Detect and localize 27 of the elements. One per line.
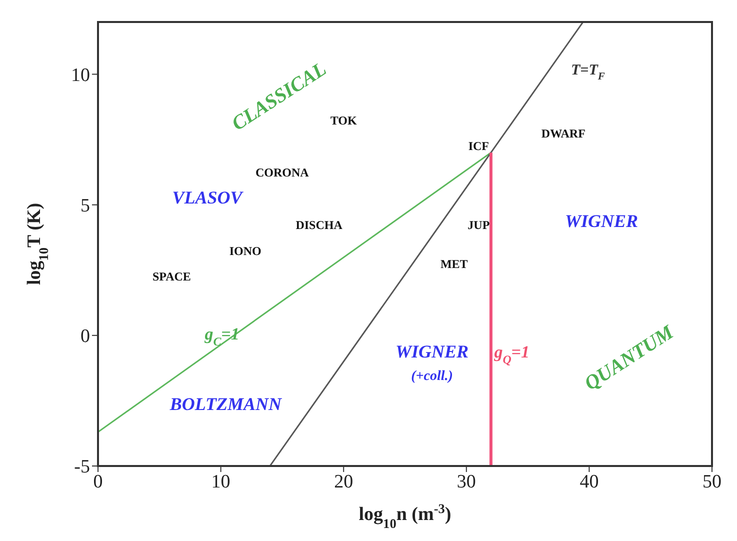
x-axis-title: log$_{10}$n (m$^{-3}$) bbox=[358, 500, 452, 530]
annotation: SPACE bbox=[152, 269, 191, 284]
annotation: CORONA bbox=[256, 165, 310, 180]
annotation: IONO bbox=[229, 244, 262, 258]
annotation: g$_{C}$=1 bbox=[204, 324, 240, 348]
annotation: JUP bbox=[468, 218, 490, 232]
annotation: DISCHA bbox=[296, 218, 343, 232]
annotation: BOLTZMANN bbox=[168, 394, 283, 414]
y-tick-label: 5 bbox=[80, 196, 90, 217]
annotation: g$_{Q}$=1 bbox=[493, 342, 530, 366]
y-tick-label: 0 bbox=[80, 326, 90, 348]
x-tick-label: 40 bbox=[580, 471, 599, 492]
annotation: WIGNER bbox=[396, 342, 469, 362]
x-tick-label: 30 bbox=[456, 471, 476, 492]
annotation: (+coll.) bbox=[411, 369, 453, 384]
annotation: ICF bbox=[468, 138, 490, 153]
annotation: WIGNER bbox=[564, 211, 638, 232]
x-tick-label: 50 bbox=[702, 471, 722, 492]
x-tick-label: 20 bbox=[334, 471, 354, 492]
annotation: TOK bbox=[330, 113, 358, 128]
annotation: T=T$_{F}$ bbox=[571, 63, 605, 83]
y-tick-label: -5 bbox=[74, 456, 90, 478]
annotation: MET bbox=[440, 256, 468, 271]
annotation: DWARF bbox=[541, 126, 586, 140]
x-tick-label: 10 bbox=[211, 471, 230, 492]
annotation: VLASOV bbox=[172, 188, 244, 208]
y-tick-label: 10 bbox=[71, 64, 90, 86]
